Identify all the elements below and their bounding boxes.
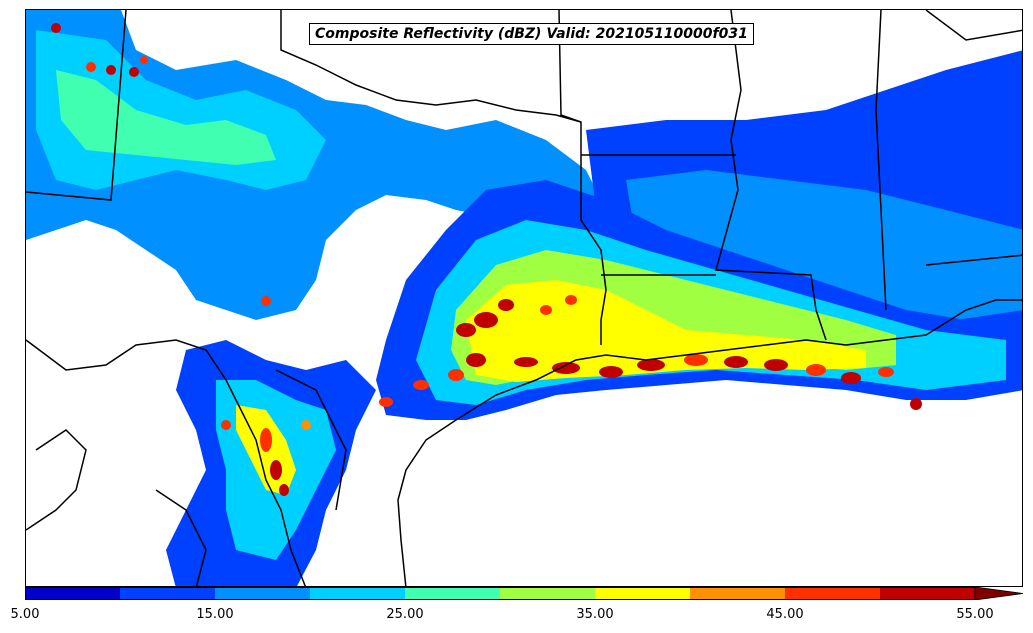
state-border bbox=[155, 489, 207, 586]
country-border bbox=[26, 339, 307, 586]
colorbar-tick-label: 25.00 bbox=[386, 607, 424, 622]
colorbar-segment bbox=[310, 587, 406, 600]
colorbar bbox=[25, 587, 1023, 600]
colorbar-segment bbox=[25, 587, 121, 600]
echo-cell bbox=[878, 367, 894, 377]
echo-cell bbox=[221, 420, 231, 430]
echo-cell bbox=[466, 353, 486, 367]
echo-cell bbox=[106, 65, 116, 75]
echo-cell bbox=[379, 397, 393, 407]
echo-cell bbox=[806, 364, 826, 376]
echo-region-northeast-sky bbox=[626, 170, 1022, 320]
echo-cell bbox=[448, 369, 464, 381]
map-title: Composite Reflectivity (dBZ) Valid: 2021… bbox=[309, 23, 754, 45]
state-border bbox=[26, 10, 127, 201]
echo-cell bbox=[637, 359, 665, 371]
echo-cell bbox=[129, 67, 139, 77]
echo-region-northwest bbox=[26, 10, 606, 320]
echo-cell bbox=[540, 305, 552, 315]
state-border bbox=[558, 10, 607, 345]
echo-cell bbox=[684, 354, 708, 366]
colorbar-segment bbox=[405, 587, 501, 600]
echo-cell bbox=[279, 484, 289, 496]
colorbar-tick-label: 5.00 bbox=[10, 607, 40, 622]
coastline bbox=[397, 299, 1022, 586]
echo-cell bbox=[498, 299, 514, 311]
echo-cell bbox=[514, 357, 538, 367]
echo-cell bbox=[599, 366, 623, 378]
state-border bbox=[715, 10, 827, 341]
colorbar-segment bbox=[595, 587, 691, 600]
echo-cell bbox=[413, 380, 429, 390]
state-border bbox=[925, 10, 1022, 41]
reflectivity-layer bbox=[26, 10, 1022, 586]
state-border bbox=[26, 429, 87, 531]
echo-cell bbox=[841, 372, 861, 384]
echo-cell bbox=[140, 56, 148, 64]
state-border bbox=[275, 369, 347, 511]
state-border bbox=[875, 10, 887, 311]
colorbar-segment bbox=[120, 587, 216, 600]
reflectivity-map bbox=[26, 10, 1022, 586]
echo-cell bbox=[86, 62, 96, 72]
echo-cell bbox=[910, 398, 922, 410]
radar-map: Composite Reflectivity (dBZ) Valid: 2021… bbox=[25, 9, 1023, 587]
echo-cell bbox=[260, 428, 272, 452]
colorbar-tick-label: 55.00 bbox=[956, 607, 994, 622]
colorbar-segment bbox=[690, 587, 786, 600]
echo-cell bbox=[261, 296, 271, 306]
colorbar-segment bbox=[215, 587, 311, 600]
colorbar-segment bbox=[500, 587, 596, 600]
colorbar-outline bbox=[25, 587, 976, 600]
convective-line bbox=[221, 295, 894, 496]
colorbar-tick-label: 45.00 bbox=[766, 607, 804, 622]
borders-layer bbox=[26, 10, 1022, 586]
state-border bbox=[280, 10, 582, 123]
echo-cell bbox=[301, 420, 311, 430]
colorbar-segments bbox=[25, 587, 976, 600]
echo-region-northwest-green bbox=[56, 70, 276, 165]
echo-cell bbox=[474, 312, 498, 328]
colorbar-tick-label: 15.00 bbox=[196, 607, 234, 622]
state-border bbox=[925, 254, 1022, 266]
colorbar-segment bbox=[880, 587, 976, 600]
echo-cell bbox=[51, 23, 61, 33]
echo-region-central-yellow bbox=[466, 280, 866, 382]
echo-cell bbox=[565, 295, 577, 305]
echo-cell bbox=[270, 460, 282, 480]
colorbar-segment bbox=[785, 587, 881, 600]
echo-cell bbox=[456, 323, 476, 337]
echo-cell bbox=[724, 356, 748, 368]
echo-cell bbox=[552, 362, 580, 374]
colorbar-tick-label: 35.00 bbox=[576, 607, 614, 622]
echo-cell bbox=[764, 359, 788, 371]
colorbar-extend-arrow bbox=[974, 587, 1023, 600]
